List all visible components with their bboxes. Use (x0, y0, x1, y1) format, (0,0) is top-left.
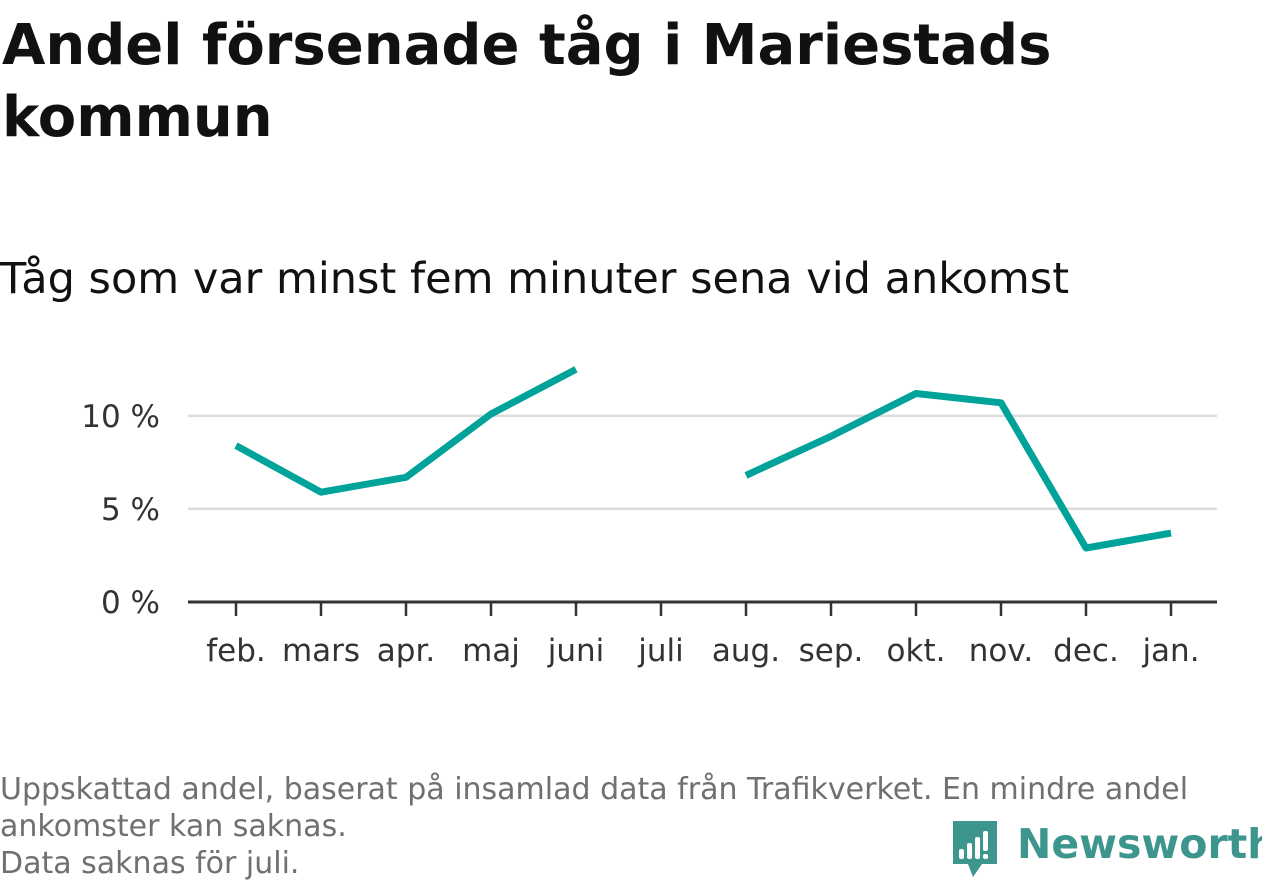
x-tick-label: mars (282, 633, 360, 669)
footnote: Uppskattad andel, baserat på insamlad da… (0, 771, 1245, 882)
newsworthy-logo-icon (953, 821, 997, 877)
x-axis (188, 600, 1217, 616)
x-axis-labels: feb. mars apr. maj juni juli aug. sep. okt. nov. d… (206, 633, 1199, 669)
x-tick-label: jan. (1141, 633, 1199, 669)
chart-title: Andel försenade tåg i Mariestads kommun (2, 13, 1052, 150)
footnote-source-note: Uppskattad andel, baserat på insamlad da… (0, 772, 1189, 844)
x-tick-label: juli (637, 633, 684, 669)
brand-name: Newsworthy (1017, 820, 1262, 868)
x-tick-label: okt. (887, 633, 946, 669)
x-tick-label: feb. (206, 633, 266, 669)
x-tick-label: maj (462, 633, 520, 669)
x-tick-label: dec. (1053, 633, 1119, 669)
y-tick-label: 10 % (81, 399, 160, 435)
brand-logo[interactable]: Newsworthy (950, 818, 1262, 882)
gridlines (188, 414, 1217, 511)
chart-subtitle: Tåg som var minst fem minuter sena vid a… (0, 254, 1070, 304)
footnote-missing-note: Data saknas för juli. (0, 846, 300, 881)
x-tick-label: apr. (377, 633, 435, 669)
y-tick-label: 0 % (101, 585, 160, 621)
series-line-segment (744, 390, 1172, 552)
x-tick-label: aug. (712, 633, 780, 669)
y-axis-labels: 0 % 5 % 10 % (81, 399, 160, 621)
x-tick-label: nov. (969, 633, 1033, 669)
y-tick-label: 5 % (101, 492, 160, 528)
x-tick-label: sep. (799, 633, 864, 669)
series-lines (234, 366, 1172, 552)
x-tick-label: juni (547, 633, 605, 669)
series-line-segment (234, 366, 578, 496)
